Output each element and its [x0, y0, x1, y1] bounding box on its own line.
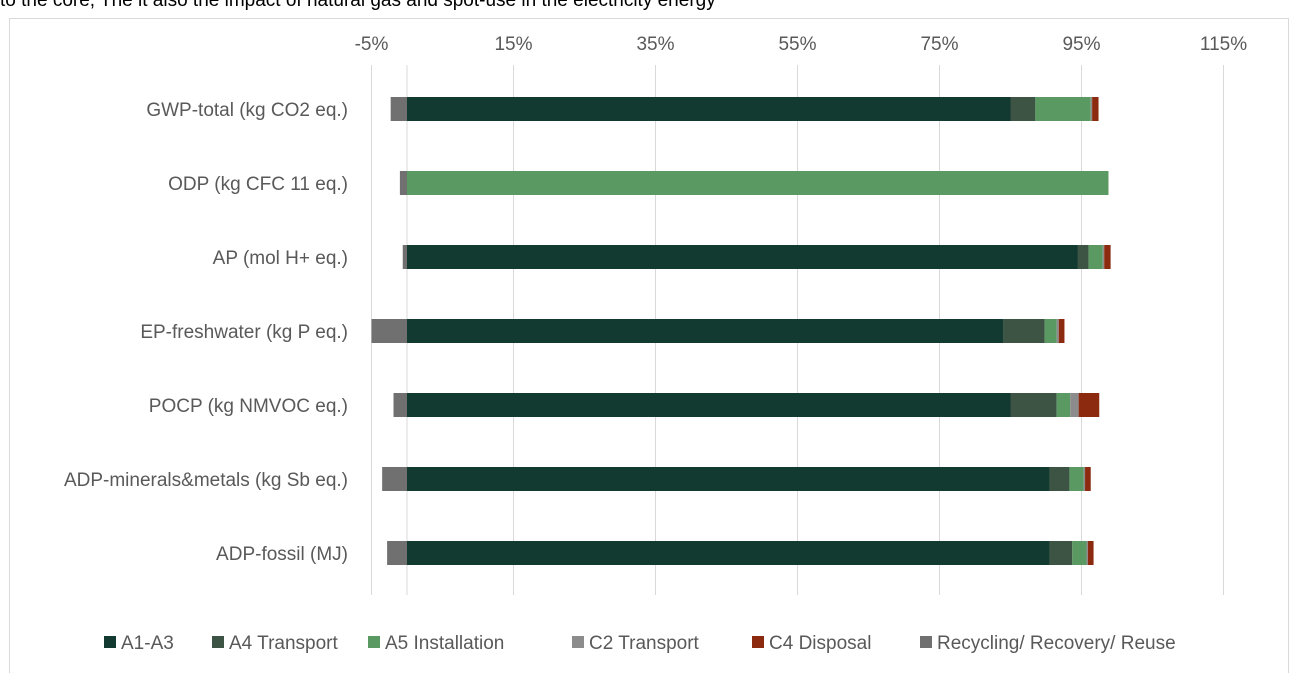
bar-segment — [1010, 97, 1036, 121]
legend-label: C4 Disposal — [769, 633, 871, 654]
category-label: POCP (kg NMVOC eq.) — [149, 396, 348, 417]
bar-segment — [1102, 245, 1105, 269]
bar-segment — [393, 393, 407, 417]
x-tick-label: -5% — [355, 34, 389, 55]
bar-segment — [1049, 467, 1070, 491]
bar-segment — [1086, 541, 1088, 565]
bar-segment — [407, 541, 1050, 565]
bar-segment — [1056, 393, 1071, 417]
bar-segment — [1069, 467, 1084, 491]
bar-segment — [1010, 393, 1057, 417]
category-label: ADP-minerals&metals (kg Sb eq.) — [64, 470, 348, 491]
legend: A1-A3 A4 Transport A5 Installation C2 Trans… — [104, 633, 1176, 654]
category-label: ODP (kg CFC 11 eq.) — [168, 174, 348, 195]
legend-label: C2 Transport — [589, 633, 700, 654]
bar-segment — [1035, 97, 1091, 121]
legend-label: A5 Installation — [385, 633, 504, 654]
bars — [371, 97, 1111, 565]
bar-segment — [1056, 319, 1059, 343]
bar-segment — [1070, 393, 1079, 417]
legend-swatch — [920, 636, 932, 648]
bar-segment — [1044, 319, 1057, 343]
legend-label: A1-A3 — [121, 633, 174, 654]
bar-segment — [1049, 541, 1073, 565]
bar-segment — [407, 171, 1109, 195]
category-labels: GWP-total (kg CO2 eq.) ODP (kg CFC 11 eq.… — [64, 100, 348, 565]
x-tick-label: 95% — [1062, 34, 1100, 55]
bar-segment — [382, 467, 407, 491]
x-tick-label: 15% — [494, 34, 532, 55]
bar-segment — [1090, 97, 1093, 121]
bar-segment — [1003, 319, 1045, 343]
bar-segment — [407, 467, 1050, 491]
bar-segment — [387, 541, 407, 565]
bar-segment — [1087, 541, 1094, 565]
bar-segment — [1088, 245, 1103, 269]
bar-segment — [1077, 245, 1089, 269]
category-label: AP (mol H+ eq.) — [213, 248, 348, 269]
chart-frame — [9, 18, 1289, 673]
x-axis-tick-labels: -5% 15% 35% 55% 75% 95% 115% — [355, 34, 1248, 55]
bar-segment — [402, 245, 407, 269]
category-label: GWP-total (kg CO2 eq.) — [146, 100, 348, 121]
bar-segment — [1085, 467, 1091, 491]
bar-segment — [407, 245, 1078, 269]
x-tick-label: 55% — [778, 34, 816, 55]
bar-segment — [371, 319, 407, 343]
bar-segment — [1072, 541, 1087, 565]
x-tick-label: 75% — [920, 34, 958, 55]
legend-swatch — [104, 636, 116, 648]
legend-swatch — [572, 636, 584, 648]
category-label: EP-freshwater (kg P eq.) — [140, 322, 348, 343]
bar-segment — [407, 97, 1011, 121]
legend-swatch — [752, 636, 764, 648]
bar-segment — [1058, 319, 1065, 343]
bar-segment — [1092, 97, 1099, 121]
x-tick-label: 35% — [636, 34, 674, 55]
legend-label: A4 Transport — [229, 633, 338, 654]
bar-segment — [1104, 245, 1111, 269]
bar-segment — [390, 97, 407, 121]
bar-segment — [399, 171, 407, 195]
x-tick-label: 115% — [1200, 34, 1247, 55]
bar-segment — [1078, 393, 1100, 417]
legend-label: Recycling/ Recovery/ Reuse — [937, 633, 1176, 654]
caption-fragment: to the core, The it also the impact of n… — [0, 0, 716, 11]
bar-segment — [1083, 467, 1086, 491]
legend-swatch — [212, 636, 224, 648]
bar-segment — [407, 393, 1011, 417]
bar-segment — [407, 319, 1004, 343]
category-label: ADP-fossil (MJ) — [216, 544, 348, 565]
legend-swatch — [368, 636, 380, 648]
